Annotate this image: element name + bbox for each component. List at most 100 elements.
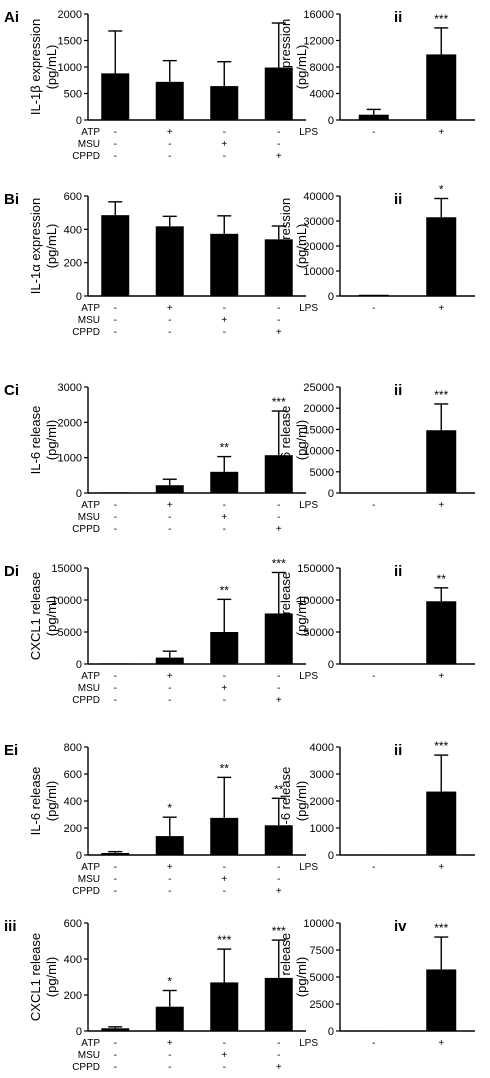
condition-sign: - [168,1050,171,1061]
bar [426,969,457,1031]
condition-sign: + [276,886,282,897]
panel-label: ii [394,382,402,399]
chart-panel-Aii: ii IL-1β expression (pg/mL) 0 4000 8000 12000 1… [278,9,475,138]
y-tick-label: 0 [76,291,82,303]
bar [101,215,130,296]
panel-label: Ci [4,382,19,399]
condition-sign: - [114,127,117,138]
significance-label: * [167,975,172,989]
condition-sign: - [372,303,375,314]
y-tick-label: 40000 [303,191,334,203]
condition-sign: - [223,695,226,706]
bar [426,430,457,493]
y-tick-label: 10000 [303,266,334,278]
condition-sign: - [168,151,171,162]
condition-sign: - [114,512,117,523]
condition-sign: - [114,524,117,535]
y-tick-label: 15000 [51,563,82,575]
y-tick-label: 4000 [310,89,334,101]
y-axis-label: (pg/ml) [294,420,309,460]
y-tick-label: 3000 [310,769,334,781]
condition-sign: + [221,874,227,885]
condition-sign: - [372,1038,375,1049]
panel-label: Bi [4,191,19,208]
condition-sign: - [372,862,375,873]
condition-sign: + [438,671,444,682]
condition-sign: - [168,683,171,694]
condition-sign: - [114,139,117,150]
bar [358,294,389,296]
condition-sign: - [223,151,226,162]
y-axis-label: IL-1β expression [278,19,293,115]
y-axis-label: IL-6 release [28,767,43,836]
y-tick-label: 10000 [51,595,82,607]
condition-sign: - [277,683,280,694]
y-tick-label: 200 [64,258,82,270]
condition-sign: + [438,500,444,511]
condition-sign: - [168,139,171,150]
y-tick-label: 600 [64,769,82,781]
bar [358,664,389,665]
significance-label: * [439,183,444,197]
y-tick-label: 16000 [303,9,334,21]
condition-sign: - [114,695,117,706]
y-tick-label: 0 [76,1026,82,1038]
bar [101,663,130,664]
condition-sign: + [167,500,173,511]
y-tick-label: 1500 [58,36,82,48]
y-tick-label: 0 [76,659,82,671]
bar [155,1006,184,1031]
y-axis-label: (pg/ml) [44,781,59,821]
significance-label: *** [434,388,448,402]
panel-label: ii [394,191,402,208]
significance-label: *** [434,12,448,26]
bar [264,67,293,120]
y-tick-label: 2000 [58,417,82,429]
chart-panel-Cii: ii IL-6 release (pg/ml) 0 5000 10000 15000 2000… [278,382,475,511]
y-tick-label: 2500 [310,999,334,1011]
bar [155,485,184,493]
condition-sign: - [114,327,117,338]
condition-label: ATP [81,127,100,138]
y-tick-label: 50000 [303,627,334,639]
condition-label: ATP [81,1038,100,1049]
bar [210,233,239,296]
y-axis-label: (pg/ml) [44,596,59,636]
condition-label: ATP [81,862,100,873]
bar [358,114,389,120]
condition-label: LPS [299,127,318,138]
y-tick-label: 4000 [310,742,334,754]
y-tick-label: 0 [328,850,334,862]
significance-label: *** [217,933,231,947]
condition-sign: - [168,874,171,885]
bar [210,632,239,664]
panel-label: Ei [4,742,18,759]
panel-label: Di [4,563,19,580]
y-axis-label: (pg/ml) [44,957,59,997]
condition-sign: + [221,512,227,523]
condition-sign: - [114,151,117,162]
condition-sign: - [277,127,280,138]
condition-sign: + [221,139,227,150]
panel-label: iii [4,918,17,935]
bar [210,471,239,493]
panel-label: ii [394,9,402,26]
condition-label: CPPD [72,886,100,897]
condition-sign: - [277,512,280,523]
y-tick-label: 0 [328,659,334,671]
condition-sign: + [276,695,282,706]
condition-label: MSU [78,874,100,885]
condition-sign: - [223,1038,226,1049]
condition-sign: - [223,1062,226,1073]
bar [426,54,457,120]
y-tick-label: 10000 [303,918,334,930]
panel-label: ii [394,563,402,580]
y-tick-label: 5000 [310,467,334,479]
y-tick-label: 0 [328,488,334,500]
y-tick-label: 8000 [310,62,334,74]
y-tick-label: 1000 [58,453,82,465]
